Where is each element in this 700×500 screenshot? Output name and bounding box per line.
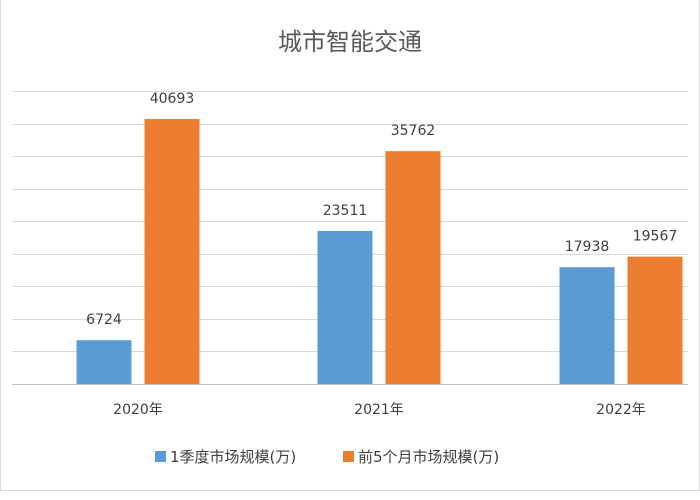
- bar-0-0: [76, 340, 132, 384]
- x-tick-label: 2021年: [354, 402, 404, 418]
- data-labels: 6724 40693 23511 35762 17938 19567: [86, 91, 677, 328]
- legend-swatch-1: [343, 451, 354, 462]
- data-label-2-1: 19567: [633, 229, 678, 245]
- bars: [76, 119, 683, 384]
- bar-1-0: [317, 230, 373, 384]
- legend: 1季度市场规模(万) 前5个月市场规模(万): [155, 448, 499, 466]
- x-tick-label: 2022年: [596, 402, 646, 418]
- bar-2-1: [627, 256, 683, 384]
- chart-title: 城市智能交通: [278, 28, 422, 56]
- x-axis: 2020年 2021年 2022年: [113, 402, 646, 418]
- legend-label-1: 前5个月市场规模(万): [358, 448, 499, 466]
- legend-label-0: 1季度市场规模(万): [170, 448, 296, 466]
- bar-2-0: [559, 267, 615, 384]
- x-tick-label: 2020年: [113, 402, 163, 418]
- bar-0-1: [144, 119, 200, 384]
- data-label-1-1: 35762: [391, 123, 436, 139]
- bar-1-1: [385, 151, 441, 384]
- data-label-0-1: 40693: [150, 91, 195, 107]
- data-label-0-0: 6724: [86, 312, 122, 328]
- legend-swatch-0: [155, 451, 166, 462]
- data-label-1-0: 23511: [323, 203, 368, 219]
- data-label-2-0: 17938: [565, 239, 610, 255]
